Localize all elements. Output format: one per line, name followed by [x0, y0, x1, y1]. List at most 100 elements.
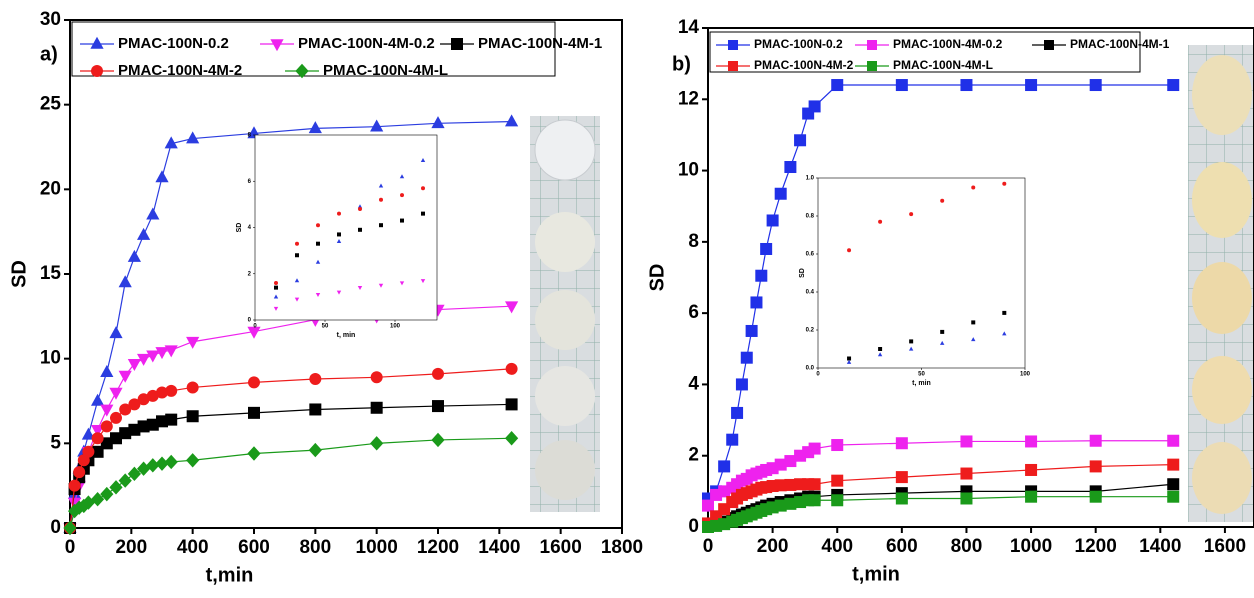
legend-label: PMAC-100N-4M-0.2 — [893, 37, 1003, 51]
y-tick-label: 1.0 — [806, 176, 815, 182]
marker — [309, 403, 322, 416]
marker — [960, 467, 973, 480]
legend-marker — [295, 63, 309, 79]
legend-box — [709, 31, 1141, 73]
marker — [1025, 79, 1038, 92]
marker — [1025, 490, 1038, 503]
marker — [127, 358, 141, 371]
marker — [295, 253, 299, 258]
marker — [128, 398, 141, 411]
marker — [745, 324, 758, 337]
marker — [784, 497, 797, 510]
marker — [186, 336, 200, 349]
marker — [774, 458, 787, 471]
x-tick-label: 0 — [816, 372, 820, 378]
marker — [146, 458, 160, 473]
marker — [895, 492, 908, 505]
marker — [164, 345, 178, 358]
marker — [370, 119, 384, 132]
x-tick-label: 800 — [299, 537, 331, 558]
x-tick-label: 1800 — [601, 537, 643, 558]
marker — [308, 121, 322, 134]
marker — [137, 393, 150, 406]
marker — [155, 456, 169, 471]
marker — [505, 398, 518, 411]
marker — [357, 204, 363, 209]
marker — [137, 420, 150, 433]
inset-background — [818, 178, 1025, 368]
marker — [316, 223, 320, 228]
marker — [1167, 478, 1180, 491]
marker — [63, 520, 77, 536]
marker — [295, 241, 299, 246]
marker — [336, 290, 342, 295]
x-tick-label: 800 — [951, 536, 983, 557]
marker — [808, 100, 821, 113]
marker — [1167, 490, 1180, 503]
marker — [1002, 310, 1007, 315]
x-tick-label: 1000 — [356, 537, 398, 558]
marker — [379, 223, 383, 228]
y-tick-label: 12 — [678, 88, 699, 109]
marker — [831, 494, 844, 507]
marker — [336, 238, 342, 243]
marker — [337, 232, 341, 237]
marker — [1089, 434, 1102, 447]
y-tick-label: 0.6 — [806, 252, 815, 258]
marker — [91, 432, 104, 445]
marker — [100, 365, 114, 378]
marker — [247, 446, 261, 461]
y-tick-label: 2 — [688, 445, 699, 466]
marker — [91, 424, 105, 437]
marker — [1089, 490, 1102, 503]
marker — [421, 211, 425, 216]
legend-label: PMAC-100N-0.2 — [754, 37, 843, 51]
marker — [400, 218, 404, 223]
marker — [505, 114, 519, 127]
marker — [702, 499, 714, 512]
marker — [248, 406, 260, 419]
marker — [91, 445, 104, 458]
marker — [146, 418, 159, 431]
marker — [971, 185, 976, 190]
marker — [760, 242, 773, 255]
y-tick-label: 0 — [50, 517, 61, 538]
marker — [895, 471, 908, 484]
marker — [726, 433, 739, 446]
legend-box — [71, 21, 556, 77]
marker — [960, 492, 973, 505]
photo-strip-b — [1188, 45, 1254, 522]
x-tick-label: 0 — [253, 324, 257, 330]
marker — [164, 454, 178, 470]
legend-label: PMAC-100N-4M-1 — [1070, 37, 1170, 51]
y-tick-label: 15 — [40, 263, 62, 284]
marker — [505, 362, 518, 375]
marker — [831, 439, 844, 452]
marker — [248, 376, 260, 389]
marker — [505, 301, 519, 314]
y-tick-label: 20 — [40, 178, 61, 199]
marker — [309, 372, 322, 385]
legend-label: PMAC-100N-0.2 — [118, 35, 229, 52]
chart-panel: 0 200 400 600 800 1000 1200 1400 1600 18000510152… — [8, 9, 643, 586]
legend-marker — [451, 38, 463, 50]
y-tick-label: 0.0 — [806, 366, 815, 372]
marker — [1002, 181, 1007, 186]
y-tick-label: 14 — [678, 17, 700, 38]
marker — [895, 437, 908, 450]
marker — [100, 486, 114, 502]
x-tick-label: 100 — [390, 324, 401, 330]
marker — [960, 79, 973, 92]
marker — [831, 474, 844, 487]
y-tick-label: 10 — [678, 160, 699, 181]
x-tick-label: 1600 — [540, 537, 582, 558]
marker — [315, 292, 321, 297]
marker — [784, 455, 797, 468]
marker — [420, 279, 426, 284]
marker — [1167, 458, 1180, 471]
marker — [119, 403, 132, 416]
y-tick-label: 8 — [688, 231, 699, 252]
marker — [378, 283, 384, 288]
x-tick-label: 0 — [703, 536, 714, 557]
marker — [431, 116, 445, 129]
